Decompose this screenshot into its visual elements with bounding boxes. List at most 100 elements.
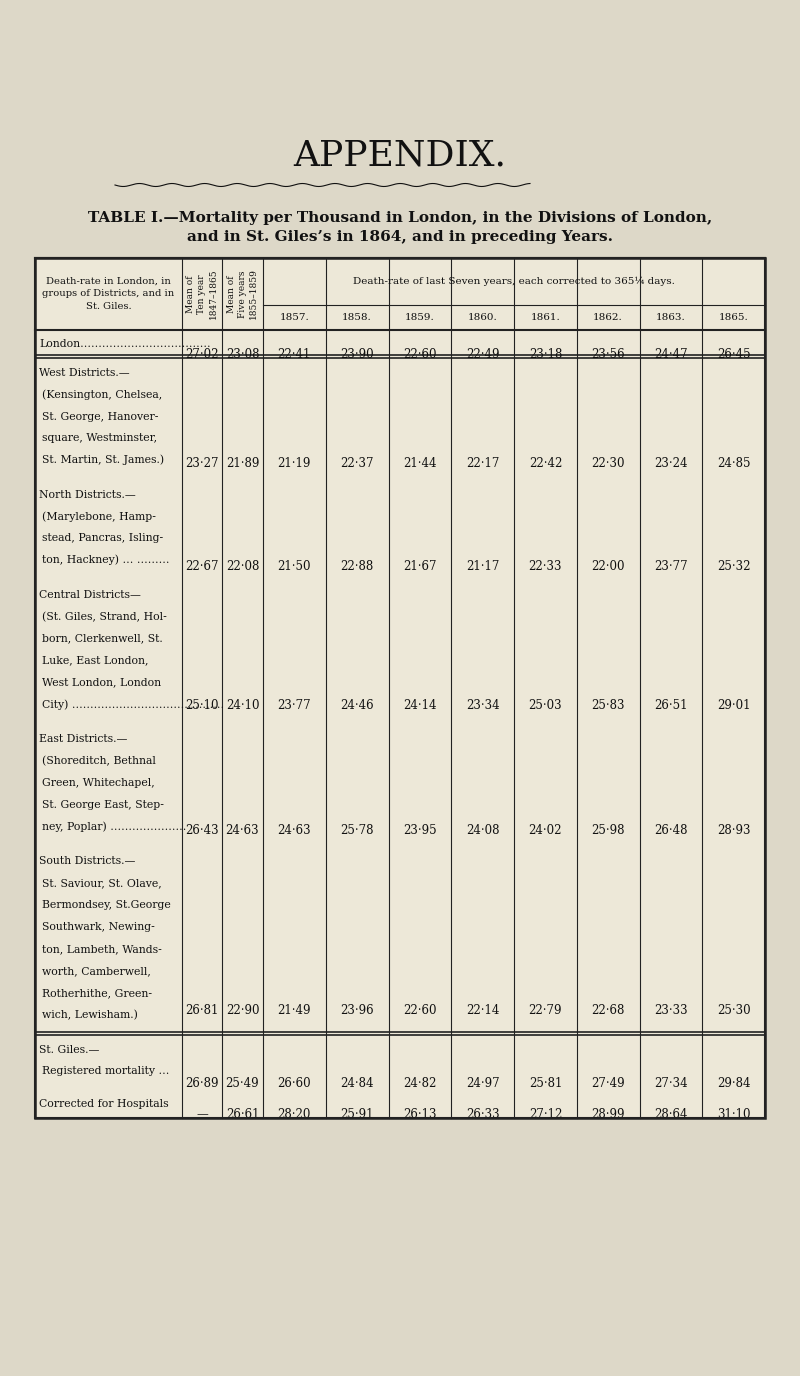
Text: 26·89: 26·89 <box>186 1076 218 1090</box>
Text: 24·84: 24·84 <box>340 1076 374 1090</box>
Text: 26·13: 26·13 <box>403 1108 437 1121</box>
Text: 22·79: 22·79 <box>529 1004 562 1017</box>
Text: 22·67: 22·67 <box>186 560 218 574</box>
Text: 22·60: 22·60 <box>403 348 437 361</box>
Text: ton, Lambeth, Wands-: ton, Lambeth, Wands- <box>42 944 162 955</box>
Text: 1859.: 1859. <box>405 312 434 322</box>
Text: Green, Whitechapel,: Green, Whitechapel, <box>42 777 154 788</box>
Text: 23·34: 23·34 <box>466 699 499 711</box>
Text: St. Martin, St. James.): St. Martin, St. James.) <box>42 455 164 465</box>
Text: 22·00: 22·00 <box>591 560 625 574</box>
Text: worth, Camberwell,: worth, Camberwell, <box>42 966 151 977</box>
Text: 25·78: 25·78 <box>340 824 374 837</box>
Text: 23·77: 23·77 <box>654 560 688 574</box>
Text: 23·08: 23·08 <box>226 348 259 361</box>
Text: Bermondsey, St.George: Bermondsey, St.George <box>42 900 170 911</box>
Text: 27·12: 27·12 <box>529 1108 562 1121</box>
Text: stead, Pancras, Isling-: stead, Pancras, Isling- <box>42 534 163 544</box>
Text: 25·91: 25·91 <box>340 1108 374 1121</box>
Text: 23·96: 23·96 <box>340 1004 374 1017</box>
Text: 1865.: 1865. <box>718 312 749 322</box>
Text: 21·19: 21·19 <box>278 457 311 471</box>
Text: TABLE I.—Mortality per Thousand in London, in the Divisions of London,: TABLE I.—Mortality per Thousand in Londo… <box>88 211 712 226</box>
Text: 21·50: 21·50 <box>278 560 311 574</box>
Text: APPENDIX.: APPENDIX. <box>294 138 506 172</box>
Text: 24·85: 24·85 <box>717 457 750 471</box>
Text: 28·64: 28·64 <box>654 1108 688 1121</box>
Text: 25·32: 25·32 <box>717 560 750 574</box>
Text: Death-rate of last Seven years, each corrected to 365¼ days.: Death-rate of last Seven years, each cor… <box>353 277 675 286</box>
Text: 23·56: 23·56 <box>591 348 625 361</box>
Text: 24·82: 24·82 <box>403 1076 437 1090</box>
Text: 22·49: 22·49 <box>466 348 499 361</box>
Text: 22·68: 22·68 <box>591 1004 625 1017</box>
Text: 1863.: 1863. <box>656 312 686 322</box>
Text: 24·08: 24·08 <box>466 824 499 837</box>
Text: 24·14: 24·14 <box>403 699 437 711</box>
Text: North Districts.—: North Districts.— <box>39 490 136 499</box>
Text: 24·63: 24·63 <box>226 824 259 837</box>
Text: 23·24: 23·24 <box>654 457 688 471</box>
Text: 24·63: 24·63 <box>278 824 311 837</box>
Text: Luke, East London,: Luke, East London, <box>42 655 149 666</box>
Text: 22·33: 22·33 <box>529 560 562 574</box>
Text: 23·27: 23·27 <box>186 457 218 471</box>
Text: 31·10: 31·10 <box>717 1108 750 1121</box>
Text: West Districts.—: West Districts.— <box>39 367 130 378</box>
Text: and in St. Giles’s in 1864, and in preceding Years.: and in St. Giles’s in 1864, and in prece… <box>187 230 613 244</box>
Text: 24·97: 24·97 <box>466 1076 499 1090</box>
Text: 22·90: 22·90 <box>226 1004 259 1017</box>
Text: 22·37: 22·37 <box>340 457 374 471</box>
Text: 22·41: 22·41 <box>278 348 311 361</box>
Text: wich, Lewisham.): wich, Lewisham.) <box>42 1010 138 1021</box>
Text: 21·44: 21·44 <box>403 457 437 471</box>
Text: 26·33: 26·33 <box>466 1108 499 1121</box>
Text: 21·17: 21·17 <box>466 560 499 574</box>
Text: 23·90: 23·90 <box>340 348 374 361</box>
Text: Mean of
Five years
1855–1859: Mean of Five years 1855–1859 <box>226 268 258 319</box>
Text: Rotherhithe, Green-: Rotherhithe, Green- <box>42 988 152 998</box>
Text: 22·42: 22·42 <box>529 457 562 471</box>
Text: Corrected for Hospitals: Corrected for Hospitals <box>39 1099 169 1109</box>
Text: 23·18: 23·18 <box>529 348 562 361</box>
Text: 26·43: 26·43 <box>185 824 219 837</box>
Text: square, Westminster,: square, Westminster, <box>42 433 157 443</box>
Bar <box>35 259 765 1117</box>
Text: St. Saviour, St. Olave,: St. Saviour, St. Olave, <box>42 878 162 889</box>
Text: 25·03: 25·03 <box>529 699 562 711</box>
Text: Mean of
Ten year
1847–1865: Mean of Ten year 1847–1865 <box>186 268 218 319</box>
Text: 26·48: 26·48 <box>654 824 688 837</box>
Text: 22·88: 22·88 <box>341 560 374 574</box>
Text: 25·10: 25·10 <box>186 699 218 711</box>
Text: 26·61: 26·61 <box>226 1108 259 1121</box>
Text: South Districts.—: South Districts.— <box>39 856 135 867</box>
Text: 22·17: 22·17 <box>466 457 499 471</box>
Text: 25·49: 25·49 <box>226 1076 259 1090</box>
Text: —: — <box>196 1108 208 1121</box>
Text: (Kensington, Chelsea,: (Kensington, Chelsea, <box>42 389 162 400</box>
Text: 21·49: 21·49 <box>278 1004 311 1017</box>
Text: ton, Hackney) … ………: ton, Hackney) … ……… <box>42 555 170 566</box>
Text: born, Clerkenwell, St.: born, Clerkenwell, St. <box>42 634 162 644</box>
Text: ney, Poplar) …………………: ney, Poplar) ………………… <box>42 821 186 831</box>
Text: East Districts.—: East Districts.— <box>39 735 127 744</box>
Text: St. George, Hanover-: St. George, Hanover- <box>42 411 158 421</box>
Text: 29·01: 29·01 <box>717 699 750 711</box>
Text: 26·60: 26·60 <box>278 1076 311 1090</box>
Text: 24·46: 24·46 <box>340 699 374 711</box>
Bar <box>35 259 765 1117</box>
Text: 27·49: 27·49 <box>591 1076 625 1090</box>
Text: 1862.: 1862. <box>594 312 623 322</box>
Text: 24·47: 24·47 <box>654 348 688 361</box>
Text: (St. Giles, Strand, Hol-: (St. Giles, Strand, Hol- <box>42 612 166 622</box>
Text: 21·67: 21·67 <box>403 560 437 574</box>
Text: 24·10: 24·10 <box>226 699 259 711</box>
Text: 23·77: 23·77 <box>278 699 311 711</box>
Text: 26·45: 26·45 <box>717 348 750 361</box>
Text: 26·51: 26·51 <box>654 699 688 711</box>
Text: 23·33: 23·33 <box>654 1004 688 1017</box>
Text: 25·83: 25·83 <box>591 699 625 711</box>
Text: Southwark, Newing-: Southwark, Newing- <box>42 922 154 933</box>
Text: 27·34: 27·34 <box>654 1076 688 1090</box>
Text: 26·81: 26·81 <box>186 1004 218 1017</box>
